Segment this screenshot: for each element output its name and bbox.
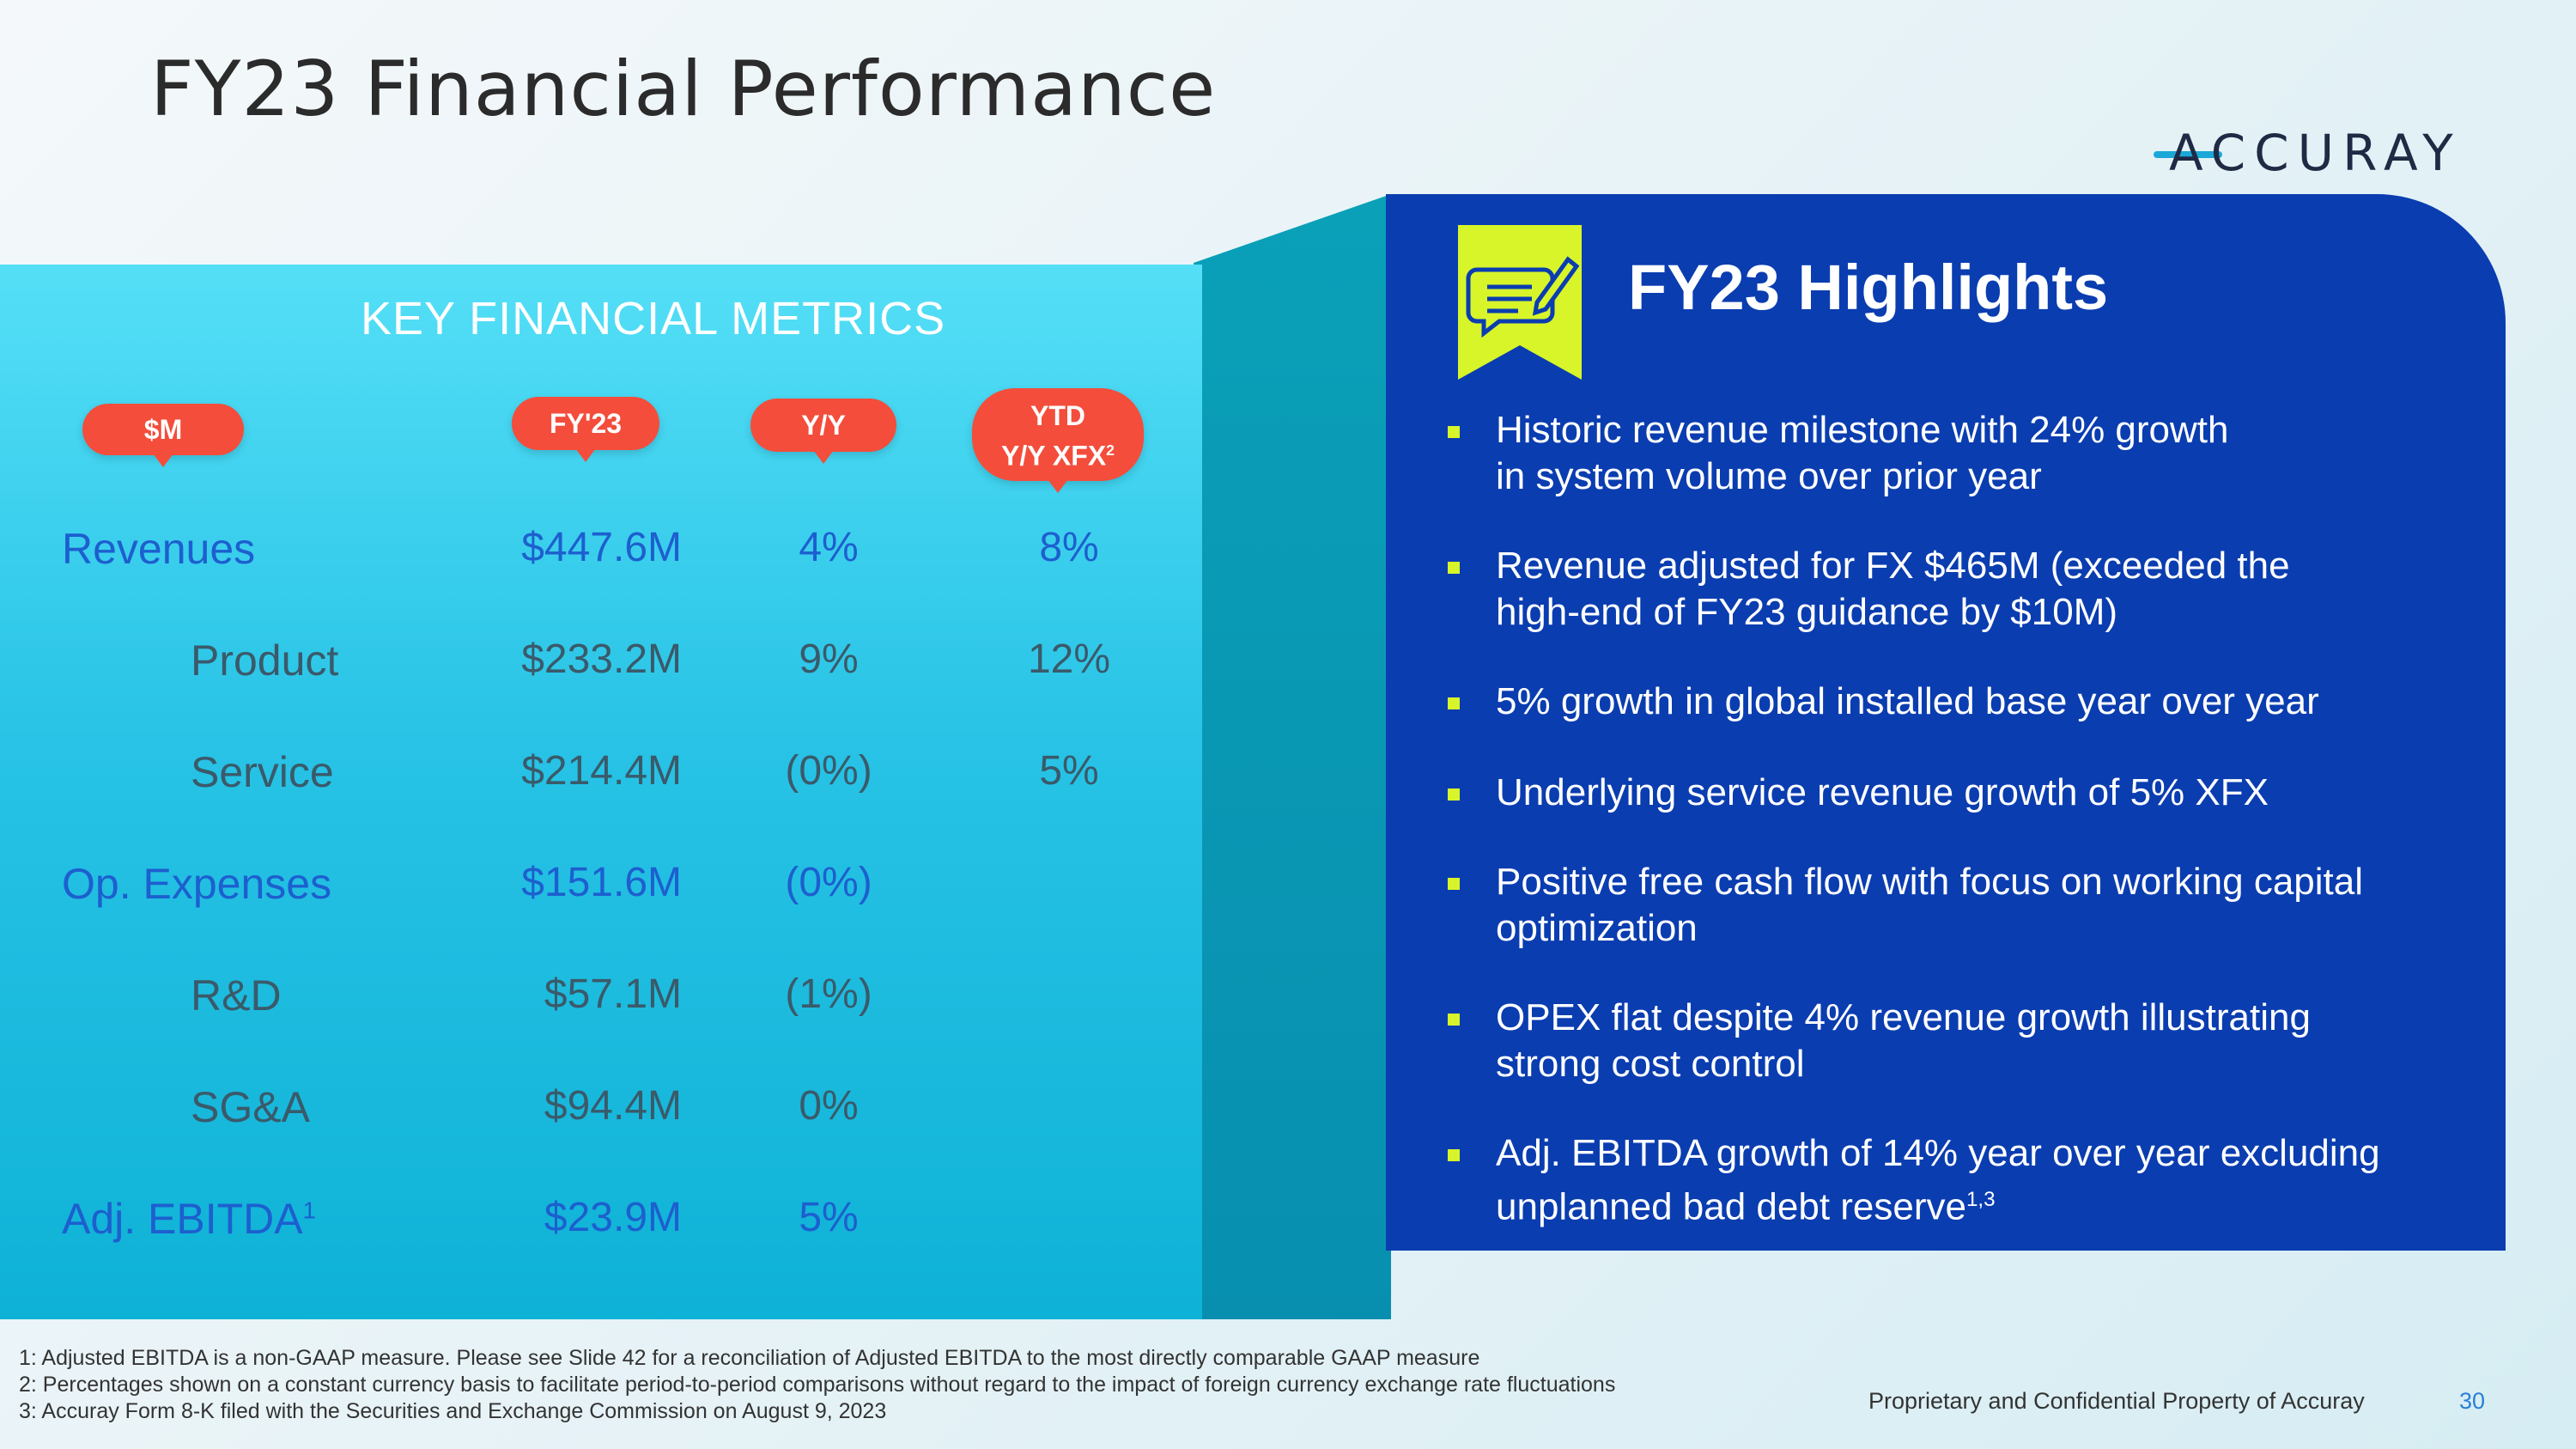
row-label: Adj. EBITDA1 bbox=[62, 1195, 316, 1243]
page-title: FY23 Financial Performance bbox=[150, 45, 1217, 133]
column-header-unit: $M bbox=[82, 404, 244, 467]
yy-value: 0% bbox=[799, 1083, 859, 1129]
note-pencil-icon bbox=[1458, 225, 1582, 380]
ytd-value: 12% bbox=[1027, 636, 1111, 682]
footnote: 1: Adjusted EBITDA is a non-GAAP measure… bbox=[19, 1346, 1480, 1370]
fy-value: $214.4M bbox=[521, 748, 682, 794]
fy-value: $94.4M bbox=[544, 1083, 682, 1129]
row-label: SG&A bbox=[191, 1083, 310, 1131]
page-number: 30 bbox=[2459, 1388, 2486, 1414]
yy-value: 9% bbox=[799, 636, 859, 682]
row-label: Product bbox=[191, 636, 339, 685]
bullet-square-icon bbox=[1448, 562, 1460, 574]
bullet-square-icon bbox=[1448, 788, 1460, 801]
logo-swoosh bbox=[2154, 151, 2222, 158]
company-logo: ACCURAY bbox=[2169, 124, 2462, 182]
yy-value: (0%) bbox=[785, 748, 872, 794]
highlights-title: FY23 Highlights bbox=[1628, 252, 2109, 323]
row-label: Op. Expenses bbox=[62, 860, 332, 908]
yy-value: 4% bbox=[799, 525, 859, 570]
fy-value: $57.1M bbox=[544, 971, 682, 1017]
yy-value: 5% bbox=[799, 1195, 859, 1240]
fy-value: $23.9M bbox=[544, 1195, 682, 1240]
yy-value: (0%) bbox=[785, 860, 872, 905]
column-header-yy: Y/Y bbox=[750, 399, 896, 464]
confidential-notice: Proprietary and Confidential Property of… bbox=[1868, 1388, 2365, 1414]
fy-value: $233.2M bbox=[521, 636, 682, 682]
yy-value: (1%) bbox=[785, 971, 872, 1017]
ytd-value: 8% bbox=[1039, 525, 1099, 570]
row-label: Revenues bbox=[62, 525, 256, 573]
fy-value: $447.6M bbox=[521, 525, 682, 570]
row-label: Service bbox=[191, 748, 334, 796]
column-header-ytd: YTD Y/Y XFX2 bbox=[972, 388, 1144, 493]
bullet-square-icon bbox=[1448, 878, 1460, 890]
row-label: R&D bbox=[191, 971, 282, 1020]
footnote: 3: Accuray Form 8-K filed with the Secur… bbox=[19, 1399, 887, 1423]
column-header-fy: FY'23 bbox=[512, 397, 659, 462]
bullet-square-icon bbox=[1448, 426, 1460, 438]
ytd-value: 5% bbox=[1039, 748, 1099, 794]
bullet-square-icon bbox=[1448, 697, 1460, 709]
footnote: 2: Percentages shown on a constant curre… bbox=[19, 1373, 1616, 1397]
bullet-square-icon bbox=[1448, 1149, 1460, 1161]
footnotes: 1: Adjusted EBITDA is a non-GAAP measure… bbox=[19, 1345, 1615, 1425]
fy-value: $151.6M bbox=[521, 860, 682, 905]
metrics-panel-fold bbox=[1194, 194, 1391, 1319]
metrics-panel-title: KEY FINANCIAL METRICS bbox=[361, 293, 946, 344]
bullet-square-icon bbox=[1448, 1014, 1460, 1026]
